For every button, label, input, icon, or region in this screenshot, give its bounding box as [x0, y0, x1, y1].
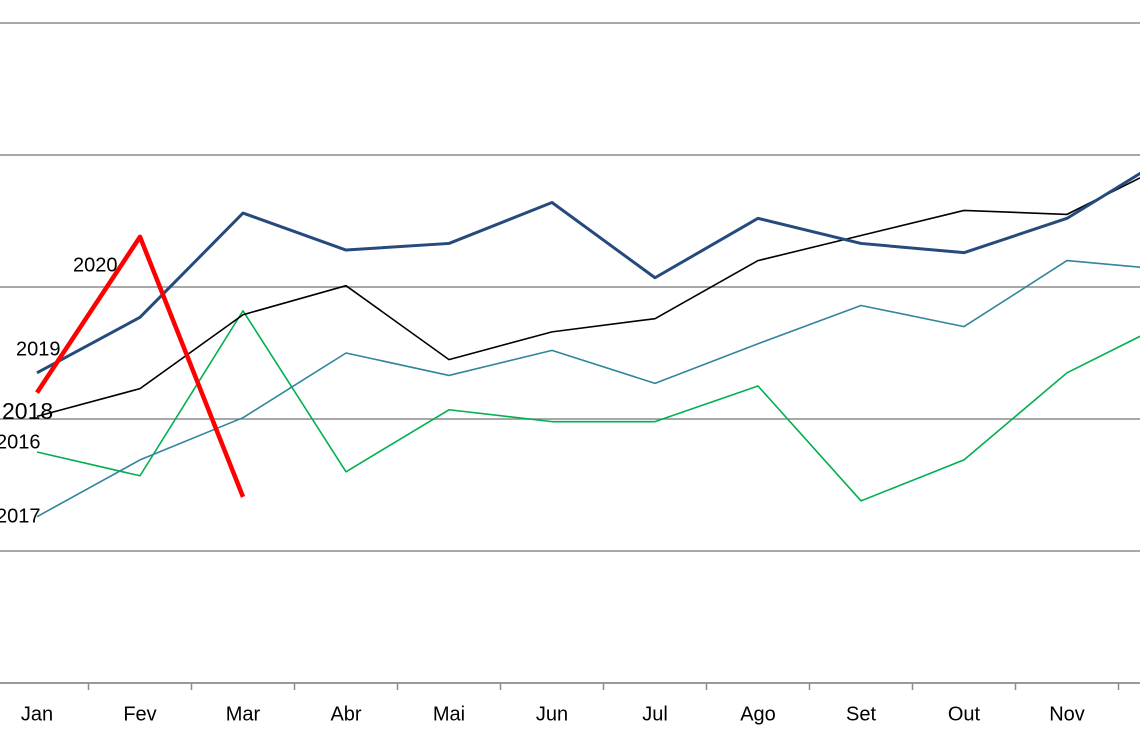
x-tick-label: Fev — [123, 703, 156, 725]
x-tick-label: Set — [846, 703, 876, 725]
series-label: 2020 — [73, 254, 118, 276]
series-label: 2019 — [16, 338, 61, 360]
series-line — [36, 309, 1140, 502]
series-label: 2018 — [2, 398, 53, 424]
series-label: 2017 — [0, 505, 41, 527]
x-tick-label: Mai — [433, 703, 465, 725]
x-tick-label: Mar — [226, 703, 261, 725]
x-tick-label: Abr — [330, 703, 361, 725]
x-tick-label: Nov — [1049, 703, 1085, 725]
x-tick-label: Out — [948, 703, 981, 725]
x-tick-label: Jun — [536, 703, 568, 725]
x-tick-label: Jan — [21, 703, 53, 725]
series-line — [35, 234, 246, 498]
series-line — [36, 259, 1140, 518]
series-line — [36, 171, 1140, 375]
x-tick-label: Ago — [740, 703, 776, 725]
x-tick-label: Jul — [642, 703, 668, 725]
series-label: 2016 — [0, 431, 41, 453]
series-line — [36, 177, 1140, 418]
